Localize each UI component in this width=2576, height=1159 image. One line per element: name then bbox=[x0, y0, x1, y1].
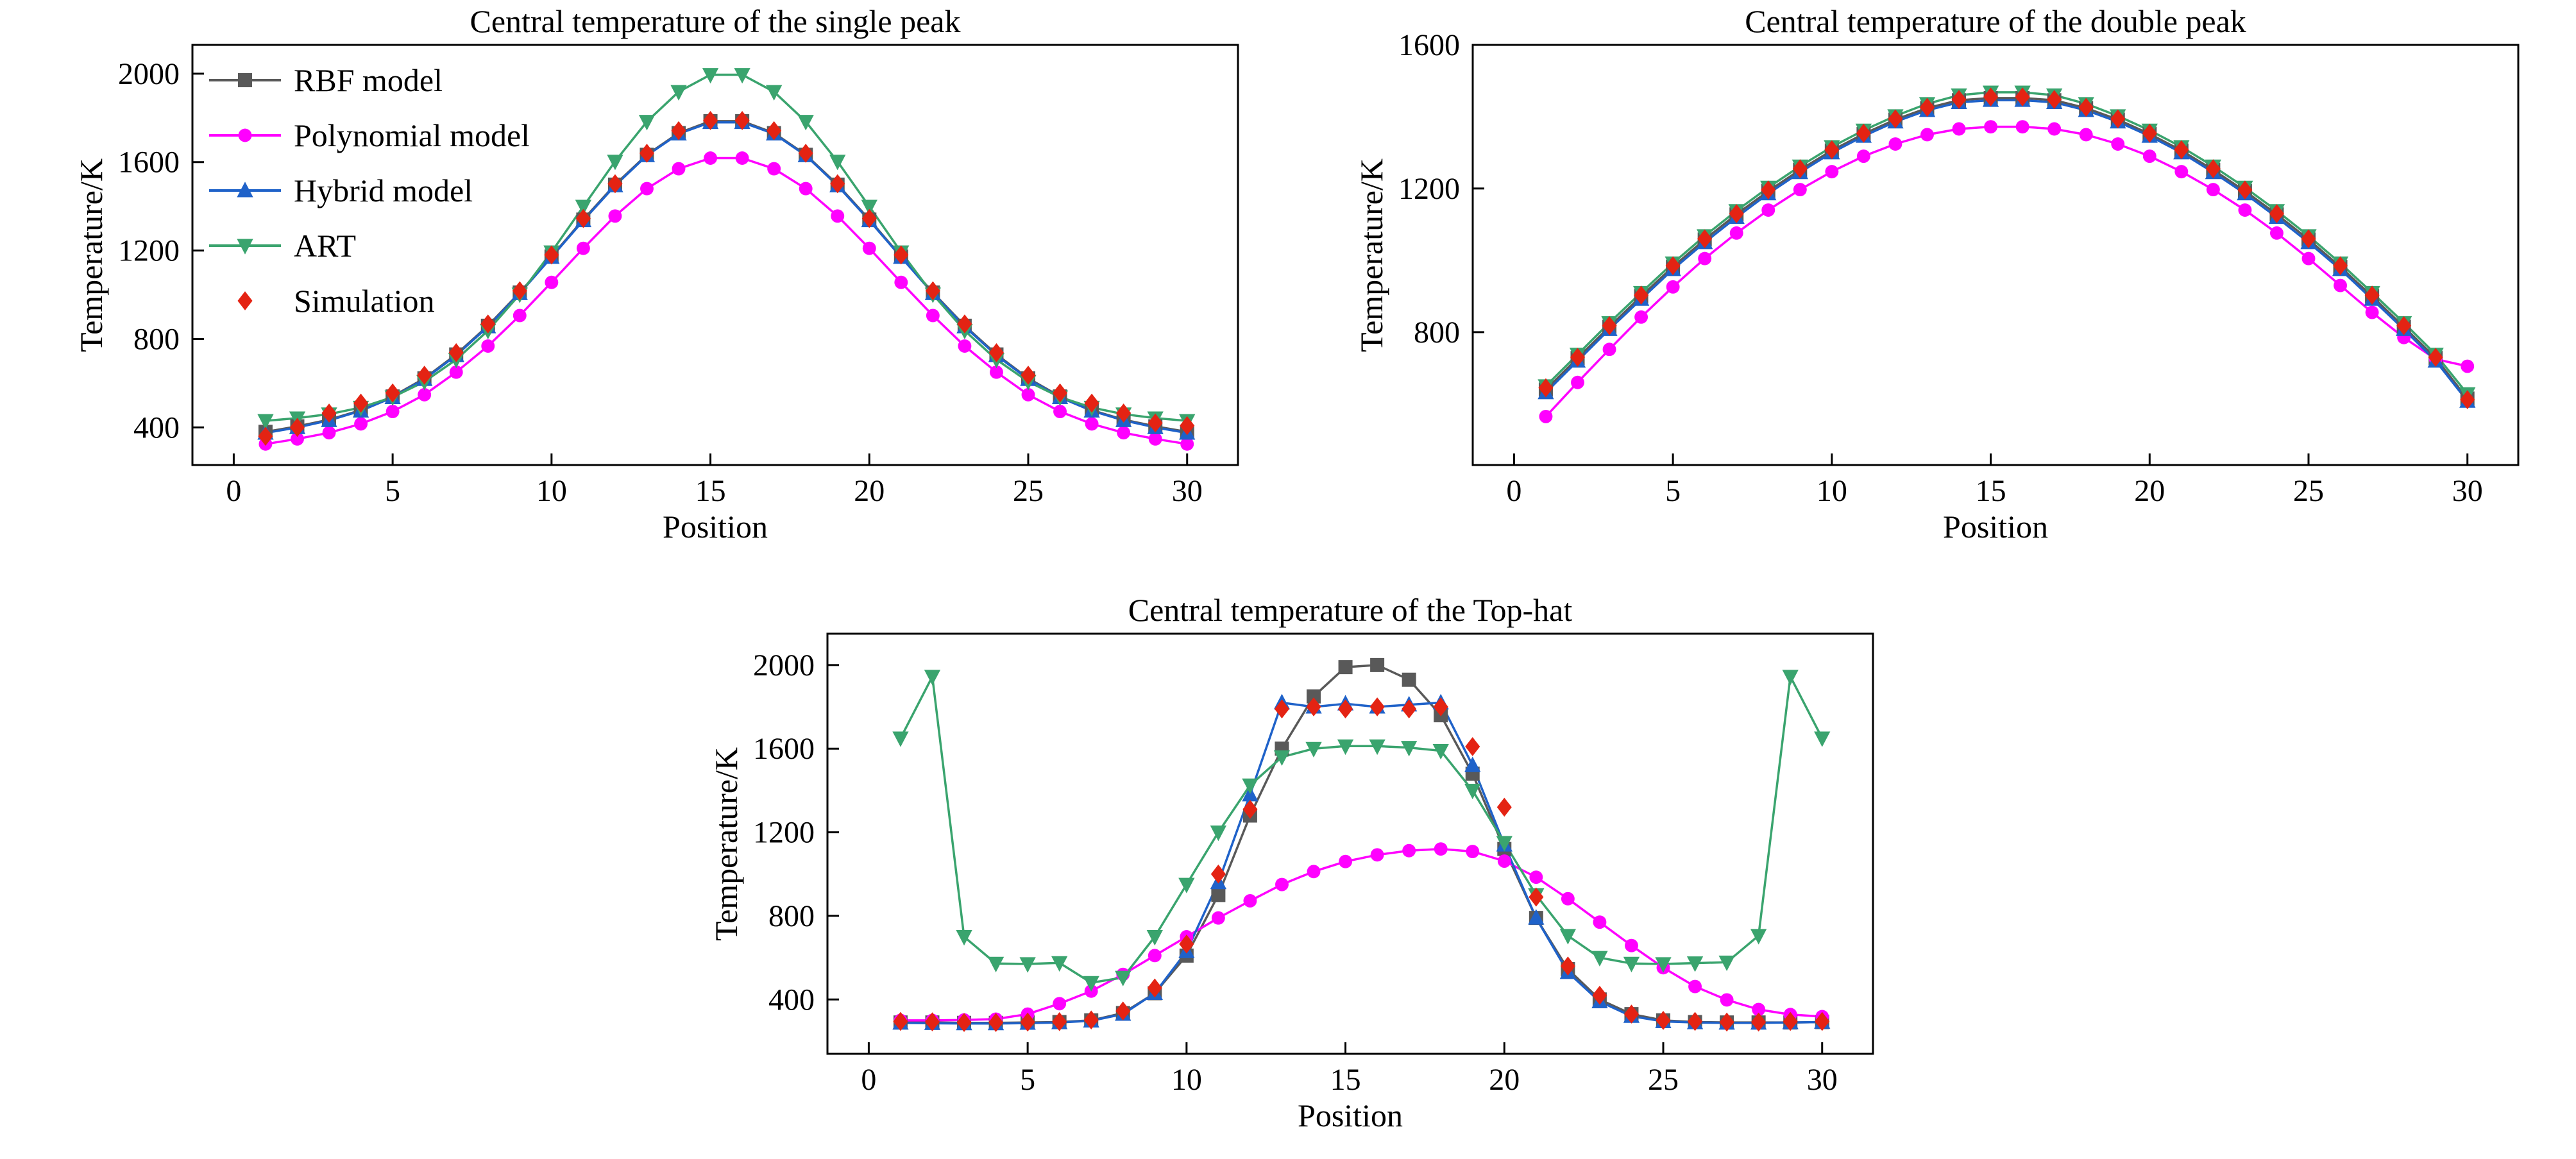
double-peak-chart: Central temperature of the double peak T… bbox=[1300, 0, 2557, 568]
svg-text:15: 15 bbox=[1330, 1063, 1361, 1097]
legend-label-art: ART bbox=[294, 228, 356, 264]
svg-text:5: 5 bbox=[1665, 474, 1681, 508]
svg-text:800: 800 bbox=[1414, 316, 1460, 350]
x-axis-label: Position bbox=[1298, 1097, 1403, 1133]
svg-text:1200: 1200 bbox=[1398, 172, 1460, 206]
svg-text:30: 30 bbox=[1172, 474, 1203, 508]
svg-text:20: 20 bbox=[854, 474, 885, 508]
legend-label-rbf: RBF model bbox=[294, 62, 443, 98]
svg-text:0: 0 bbox=[861, 1063, 876, 1097]
legend-item-simulation: Simulation bbox=[207, 273, 530, 328]
legend-item-polynomial: Polynomial model bbox=[207, 108, 530, 163]
polynomial-line-marker-icon bbox=[209, 128, 281, 142]
legend-item-rbf: RBF model bbox=[207, 53, 530, 108]
plot-area-single-peak: 0 5 10 15 20 25 30 400 800 1200 1600 2000 bbox=[118, 44, 1239, 508]
svg-text:1200: 1200 bbox=[118, 234, 180, 268]
x-axis-label: Position bbox=[663, 509, 768, 545]
legend-label-hybrid: Hybrid model bbox=[294, 173, 473, 208]
svg-text:1200: 1200 bbox=[753, 816, 815, 850]
art-line-marker-icon bbox=[209, 239, 281, 255]
plot-area-double-peak: 0 5 10 15 20 25 30 800 1200 1600 bbox=[1398, 28, 2520, 508]
svg-text:0: 0 bbox=[1506, 474, 1521, 508]
svg-text:400: 400 bbox=[133, 410, 180, 444]
plot-area-top-hat: 0 5 10 15 20 25 30 400 800 1200 1600 2000 bbox=[753, 632, 1874, 1097]
legend-label-polynomial: Polynomial model bbox=[294, 117, 530, 153]
svg-text:30: 30 bbox=[2452, 474, 2483, 508]
rbf-line-marker-icon bbox=[209, 73, 281, 87]
chart-title-single-peak: Central temperature of the single peak bbox=[470, 3, 961, 39]
x-axis-label: Position bbox=[1943, 509, 2048, 545]
svg-text:400: 400 bbox=[768, 983, 815, 1017]
legend-label-simulation: Simulation bbox=[294, 283, 435, 319]
svg-text:1600: 1600 bbox=[1398, 28, 1460, 62]
svg-text:25: 25 bbox=[1648, 1063, 1679, 1097]
svg-text:10: 10 bbox=[1171, 1063, 1202, 1097]
chart-title-top-hat: Central temperature of the Top-hat bbox=[1128, 592, 1573, 628]
svg-text:800: 800 bbox=[133, 323, 180, 357]
svg-text:15: 15 bbox=[695, 474, 726, 508]
chart-title-double-peak: Central temperature of the double peak bbox=[1745, 3, 2246, 39]
legend-item-hybrid: Hybrid model bbox=[207, 163, 530, 218]
legend: RBF model Polynomial model Hybrid model … bbox=[207, 53, 530, 328]
single-peak-chart: Central temperature of the single peak T… bbox=[19, 0, 1276, 568]
svg-text:30: 30 bbox=[1807, 1063, 1838, 1097]
top-hat-chart: Central temperature of the Top-hat Tempe… bbox=[654, 589, 1911, 1156]
simulation-marker-icon bbox=[237, 291, 253, 310]
svg-text:10: 10 bbox=[536, 474, 567, 508]
svg-text:15: 15 bbox=[1976, 474, 2006, 508]
svg-text:5: 5 bbox=[1020, 1063, 1035, 1097]
svg-text:2000: 2000 bbox=[118, 57, 180, 91]
svg-text:5: 5 bbox=[385, 474, 400, 508]
svg-text:2000: 2000 bbox=[753, 648, 815, 682]
svg-text:25: 25 bbox=[1013, 474, 1044, 508]
svg-text:20: 20 bbox=[2134, 474, 2165, 508]
svg-text:20: 20 bbox=[1489, 1063, 1520, 1097]
svg-text:1600: 1600 bbox=[753, 732, 815, 766]
svg-text:0: 0 bbox=[226, 474, 241, 508]
svg-text:25: 25 bbox=[2293, 474, 2324, 508]
svg-text:10: 10 bbox=[1817, 474, 1847, 508]
svg-text:1600: 1600 bbox=[118, 146, 180, 180]
svg-text:800: 800 bbox=[768, 899, 815, 933]
hybrid-line-marker-icon bbox=[209, 182, 281, 198]
legend-item-art: ART bbox=[207, 218, 530, 273]
